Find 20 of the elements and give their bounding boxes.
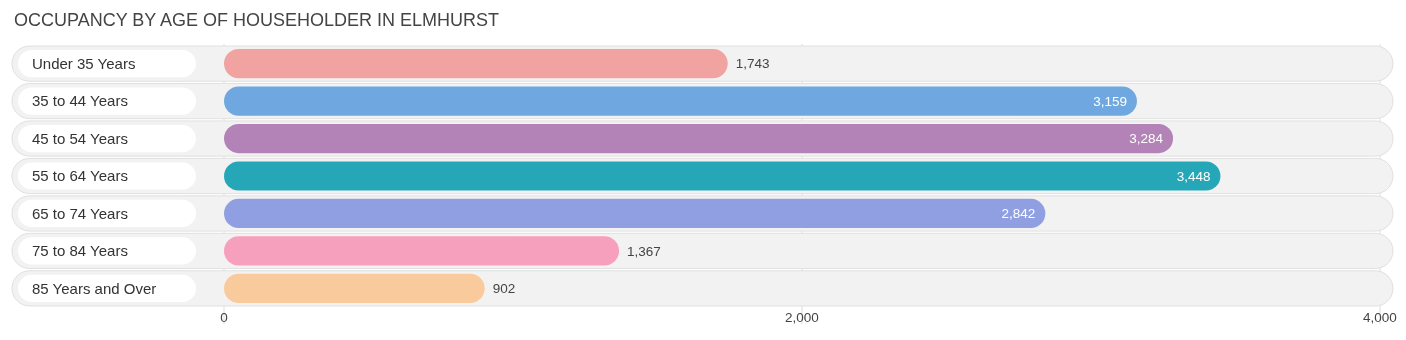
y-tick-label: Under 35 Years bbox=[32, 54, 136, 72]
y-tick-label: 55 to 64 Years bbox=[32, 167, 128, 185]
y-tick-label: 45 to 54 Years bbox=[32, 129, 128, 147]
data-label: 1,367 bbox=[627, 243, 661, 259]
bar bbox=[224, 236, 620, 266]
y-tick-label: 35 to 44 Years bbox=[32, 92, 128, 110]
data-label: 902 bbox=[492, 281, 516, 297]
chart-title: OCCUPANCY BY AGE OF HOUSEHOLDER IN ELMHURST bbox=[14, 10, 500, 30]
data-label: 2,842 bbox=[1001, 206, 1036, 222]
x-tick-label: 4,000 bbox=[1363, 310, 1397, 325]
data-label: 3,284 bbox=[1129, 131, 1164, 147]
data-label: 3,159 bbox=[1093, 93, 1127, 109]
bar bbox=[224, 273, 485, 303]
y-tick-label: 65 to 74 Years bbox=[32, 204, 128, 222]
x-tick-label: 2,000 bbox=[785, 310, 819, 325]
data-label: 1,743 bbox=[735, 56, 770, 72]
x-tick-label: 0 bbox=[220, 310, 228, 325]
y-tick-label: 75 to 84 Years bbox=[32, 242, 128, 260]
y-tick-label: 85 Years and Over bbox=[32, 279, 157, 297]
data-label: 3,448 bbox=[1176, 168, 1211, 184]
